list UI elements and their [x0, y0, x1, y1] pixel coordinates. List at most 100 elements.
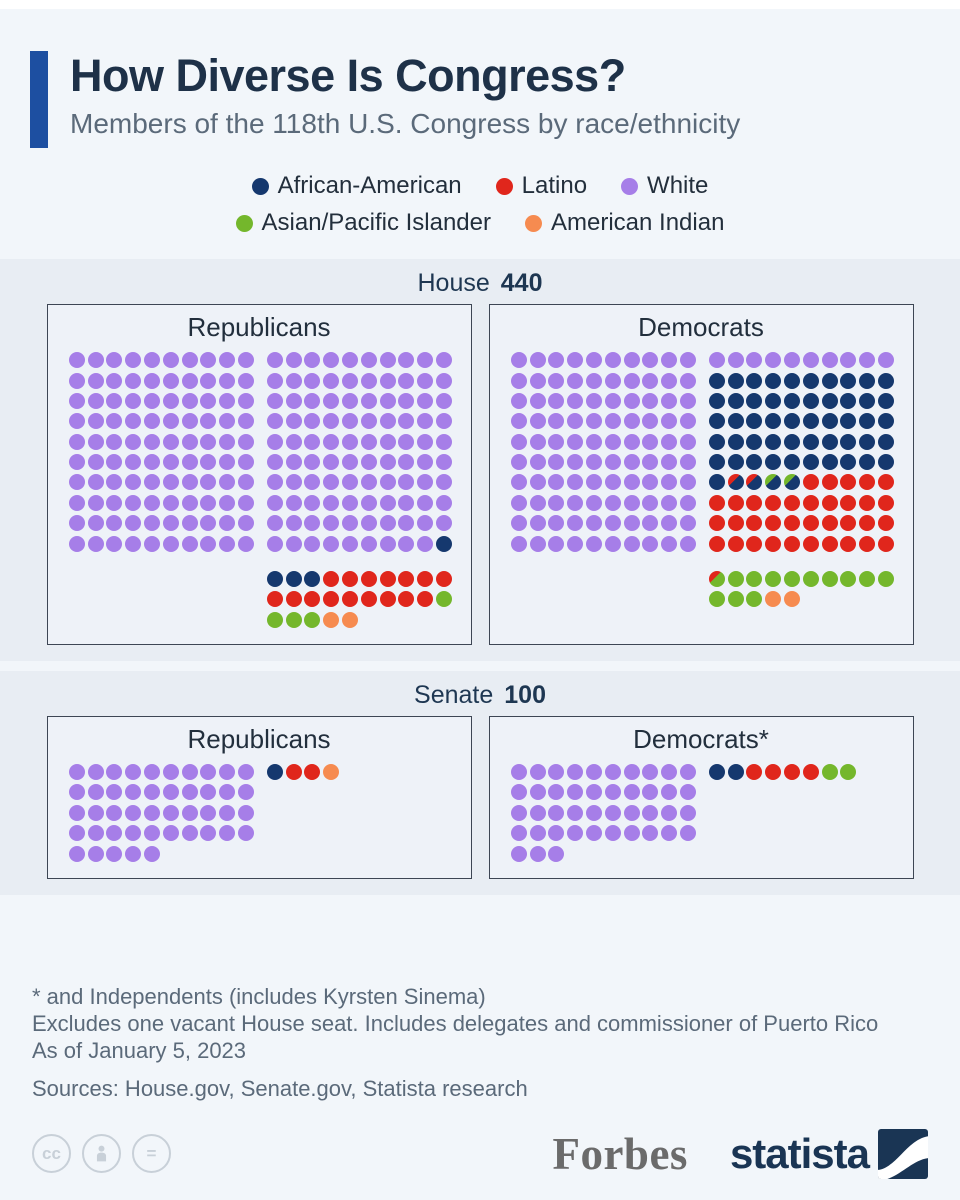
member-dot-white: [604, 764, 621, 781]
member-dot-white: [237, 413, 254, 430]
member-dot-white: [529, 825, 546, 842]
member-dot-latino: [727, 494, 744, 511]
legend-swatch-american-indian-icon: [525, 214, 542, 232]
member-dot-white: [181, 372, 198, 389]
member-dot-white: [379, 494, 396, 511]
member-dot-white: [435, 352, 452, 369]
member-dot-white: [304, 454, 321, 471]
member-dot-white: [266, 392, 283, 409]
member-dot-asian: [285, 611, 302, 628]
member-dot-white: [106, 764, 123, 781]
member-dot-white: [360, 474, 377, 491]
member-dot-african_american: [708, 764, 725, 781]
member-dot-white: [342, 474, 359, 491]
member-dot-white: [144, 535, 161, 552]
member-dot-white: [285, 494, 302, 511]
member-dot-african_american: [877, 454, 894, 471]
member-dot-latino: [708, 515, 725, 532]
member-dot-white: [623, 392, 640, 409]
member-dot-white: [510, 494, 527, 511]
member-dot-white: [679, 515, 696, 532]
member-dot-asian: [435, 591, 452, 608]
member-dot-african_american: [708, 474, 725, 491]
member-dot-white: [237, 764, 254, 781]
member-dot-white: [162, 764, 179, 781]
member-dot-white: [661, 413, 678, 430]
member-dot-white: [586, 454, 603, 471]
member-dot-white: [417, 494, 434, 511]
member-dot-white: [200, 474, 217, 491]
member-dot-white: [510, 433, 527, 450]
member-dot-white: [417, 392, 434, 409]
member-dot-white: [219, 413, 236, 430]
member-dot-white: [510, 784, 527, 801]
legend-label: Latino: [521, 172, 588, 199]
member-dot-african_american: [266, 764, 283, 781]
member-dot-white: [162, 784, 179, 801]
member-dot-white: [548, 804, 565, 821]
member-dot-american_indian: [323, 764, 340, 781]
member-dot-white: [200, 372, 217, 389]
member-dot-white: [548, 535, 565, 552]
member-dot-asian: [859, 570, 876, 587]
member-dot-white: [200, 804, 217, 821]
member-dot-white: [529, 804, 546, 821]
senate-democrats-left-grid: [510, 762, 698, 864]
member-dot-asian: [784, 570, 801, 587]
member-dot-white: [379, 515, 396, 532]
member-dot-white: [417, 413, 434, 430]
footnote-independents: * and Independents (includes Kyrsten Sin…: [32, 983, 486, 1009]
member-dot-asian-african_american: [784, 474, 801, 491]
member-dot-white: [586, 372, 603, 389]
member-dot-white: [162, 454, 179, 471]
member-dot-white: [529, 372, 546, 389]
member-dot-white: [529, 454, 546, 471]
member-dot-white: [219, 454, 236, 471]
member-dot-latino: [859, 494, 876, 511]
member-dot-asian: [266, 611, 283, 628]
member-dot-latino: [746, 764, 763, 781]
member-dot-white: [68, 764, 85, 781]
member-dot-white: [398, 433, 415, 450]
member-dot-latino-african_american: [746, 474, 763, 491]
member-dot-white: [623, 454, 640, 471]
member-dot-white: [219, 764, 236, 781]
member-dot-white: [285, 372, 302, 389]
member-dot-white: [181, 825, 198, 842]
member-dot-white: [642, 352, 659, 369]
member-dot-african_american: [765, 433, 782, 450]
member-dot-white: [162, 535, 179, 552]
house-democrats-title: Democrats: [638, 312, 764, 342]
member-dot-white: [567, 352, 584, 369]
member-dot-white: [304, 535, 321, 552]
member-dot-white: [417, 352, 434, 369]
member-dot-american_indian: [342, 611, 359, 628]
member-dot-white: [144, 392, 161, 409]
member-dot-white: [323, 474, 340, 491]
member-dot-white: [784, 352, 801, 369]
member-dot-white: [642, 825, 659, 842]
member-dot-white: [548, 515, 565, 532]
member-dot-latino: [342, 591, 359, 608]
member-dot-white: [181, 392, 198, 409]
member-dot-white: [181, 494, 198, 511]
member-dot-white: [342, 494, 359, 511]
member-dot-white: [586, 535, 603, 552]
member-dot-white: [435, 392, 452, 409]
member-dot-white: [567, 454, 584, 471]
member-dot-white: [679, 764, 696, 781]
member-dot-white: [679, 413, 696, 430]
senate-democrats-title: Democrats*: [633, 723, 769, 754]
house-republicans-minority-grid: [266, 569, 454, 630]
member-dot-white: [435, 454, 452, 471]
member-dot-white: [87, 784, 104, 801]
member-dot-white: [398, 372, 415, 389]
member-dot-white: [106, 535, 123, 552]
member-dot-white: [604, 474, 621, 491]
member-dot-white: [125, 372, 142, 389]
member-dot-white: [237, 352, 254, 369]
member-dot-latino: [746, 515, 763, 532]
member-dot-white: [548, 352, 565, 369]
member-dot-white: [510, 392, 527, 409]
member-dot-white: [106, 454, 123, 471]
